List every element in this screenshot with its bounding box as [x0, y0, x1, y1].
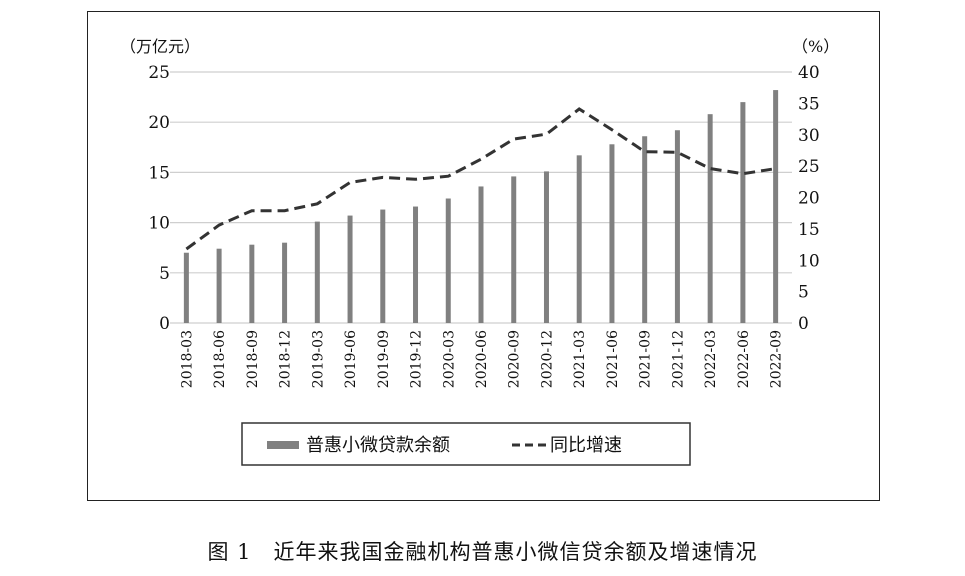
left-axis-unit: （万亿元）	[120, 37, 200, 56]
growth-line	[185, 107, 776, 251]
bar	[445, 198, 451, 323]
x-tick-label: 2019-03	[310, 330, 326, 388]
x-tick-label: 2021-06	[605, 330, 621, 388]
right-tick-label: 0	[798, 314, 809, 334]
x-tick-label: 2018-06	[212, 330, 228, 388]
x-tick-label: 2020-03	[441, 330, 457, 388]
right-tick-label: 30	[798, 126, 820, 146]
legend-line-label: 同比增速	[550, 435, 622, 456]
legend-bar-label: 普惠小微贷款余额	[306, 435, 450, 456]
left-tick-label: 5	[159, 264, 170, 284]
x-tick-label: 2021-12	[670, 330, 686, 388]
bar	[511, 176, 517, 323]
bar	[674, 130, 680, 323]
bar	[216, 248, 222, 323]
left-tick-label: 0	[159, 314, 170, 334]
left-tick-label: 20	[148, 113, 170, 133]
bar	[773, 90, 779, 324]
bar	[413, 206, 419, 323]
x-tick-label: 2020-06	[474, 330, 490, 388]
bar	[609, 144, 615, 323]
left-tick-label: 25	[148, 63, 170, 83]
right-axis-ticks: 0 5 10 15 20 25 30 35 40	[798, 63, 820, 334]
x-tick-label: 2019-06	[343, 330, 359, 388]
right-tick-label: 35	[798, 94, 820, 114]
bar	[183, 252, 189, 323]
x-tick-label: 2020-12	[539, 330, 555, 388]
left-tick-label: 15	[148, 163, 170, 183]
x-tick-label: 2019-09	[376, 330, 392, 388]
right-tick-label: 25	[798, 157, 820, 177]
bar	[543, 171, 549, 323]
bar	[380, 209, 386, 323]
right-tick-label: 20	[798, 189, 820, 209]
bar	[249, 244, 255, 323]
x-tick-label: 2019-12	[409, 330, 425, 388]
bar	[478, 186, 484, 323]
legend-box	[241, 422, 691, 466]
legend-bar-swatch	[267, 441, 299, 449]
x-tick-label: 2021-09	[638, 330, 654, 388]
x-tick-label: 2018-09	[245, 330, 261, 388]
bar	[740, 102, 746, 324]
x-tick-label: 2018-12	[278, 330, 294, 388]
left-tick-label: 10	[148, 214, 170, 234]
right-tick-label: 40	[798, 63, 820, 83]
x-tick-label: 2022-09	[769, 330, 785, 388]
bar-series	[183, 90, 779, 324]
bar	[347, 215, 353, 323]
chart-frame	[87, 11, 880, 501]
x-tick-label: 2022-06	[736, 330, 752, 388]
bar	[642, 136, 648, 323]
x-tick-label: 2021-03	[572, 330, 588, 388]
right-tick-label: 10	[798, 251, 820, 271]
grid-lines	[170, 71, 792, 324]
bar	[576, 155, 582, 323]
right-tick-label: 15	[798, 220, 820, 240]
bar	[707, 114, 713, 323]
legend: 普惠小微贷款余额 同比增速	[241, 422, 691, 466]
x-axis-ticks: 2018-03 2018-06 2018-09 2018-12 2019-03 2019-…	[179, 330, 784, 388]
bar	[282, 242, 288, 323]
bar	[314, 221, 320, 323]
x-tick-label: 2022-03	[703, 330, 719, 388]
x-tick-label: 2018-03	[179, 330, 195, 388]
right-tick-label: 5	[798, 283, 809, 303]
left-axis-ticks: 0 5 10 15 20 25	[148, 63, 170, 334]
figure-caption: 图 1 近年来我国金融机构普惠小微信贷余额及增速情况	[207, 540, 758, 564]
x-tick-label: 2020-09	[507, 330, 523, 388]
right-axis-unit: （%）	[792, 37, 839, 56]
